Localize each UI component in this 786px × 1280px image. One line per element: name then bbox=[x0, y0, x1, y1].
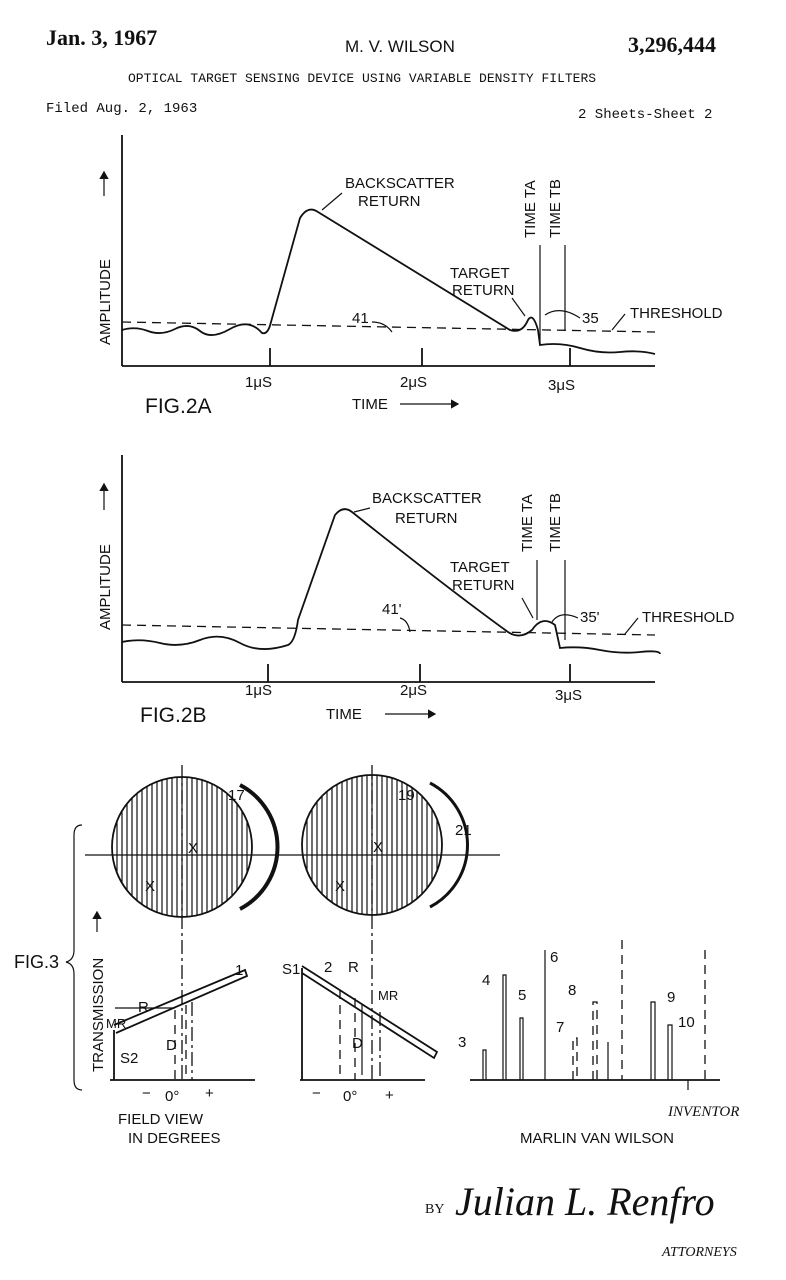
ref: 19 bbox=[398, 787, 415, 804]
axis-sign: + bbox=[385, 1087, 394, 1104]
backscatter: BACKSCATTER bbox=[372, 490, 482, 507]
fig-3: 17 19 21 X X X X FIG.3 TRANSMISSION 1 R … bbox=[14, 765, 720, 1147]
ref: 6 bbox=[550, 949, 558, 966]
filed: Filed Aug. 2, 1963 bbox=[46, 101, 197, 117]
time-a: TIME TA bbox=[522, 180, 539, 238]
x-axis-label: TIME bbox=[352, 396, 388, 413]
x-axis-label: TIME bbox=[326, 706, 362, 723]
backscatter: RETURN bbox=[395, 510, 458, 527]
axis-sign: + bbox=[205, 1085, 214, 1102]
backscatter: RETURN bbox=[358, 193, 421, 210]
y-axis-label: AMPLITUDE bbox=[97, 259, 114, 345]
axis-zero: 0° bbox=[165, 1088, 179, 1105]
sheet: 2 Sheets-Sheet 2 bbox=[578, 107, 712, 123]
dim: R bbox=[348, 959, 359, 976]
ref: 21 bbox=[455, 822, 472, 839]
ref-35: 35 bbox=[582, 310, 599, 327]
x-axis-label: IN DEGREES bbox=[128, 1130, 221, 1147]
fig-label: FIG.2B bbox=[140, 704, 207, 727]
y-axis-label: AMPLITUDE bbox=[97, 544, 114, 630]
tick: 3μS bbox=[555, 687, 582, 704]
threshold: THRESHOLD bbox=[630, 305, 723, 322]
ref-41: 41' bbox=[382, 601, 402, 618]
time-b: TIME TB bbox=[547, 179, 564, 238]
by: BY bbox=[425, 1202, 444, 1217]
dim: D bbox=[166, 1037, 177, 1054]
ref: 2 bbox=[324, 959, 332, 976]
mark: X bbox=[145, 878, 155, 895]
x-axis-label: FIELD VIEW bbox=[118, 1111, 204, 1128]
threshold: THRESHOLD bbox=[642, 609, 735, 626]
axis-sign: − bbox=[142, 1085, 151, 1102]
target: TARGET bbox=[450, 265, 510, 282]
dim: S2 bbox=[120, 1050, 138, 1067]
fig-2b: AMPLITUDE TIME TA TIME TB BACKSCATTER RE… bbox=[97, 455, 735, 727]
tick: 2μS bbox=[400, 374, 427, 391]
signature: Julian L. Renfro bbox=[455, 1179, 715, 1224]
dim: S1 bbox=[282, 961, 300, 978]
tick: 1μS bbox=[245, 374, 272, 391]
ref: 10 bbox=[678, 1014, 695, 1031]
ref: 4 bbox=[482, 972, 490, 989]
axis-sign: − bbox=[312, 1085, 321, 1102]
ref: 7 bbox=[556, 1019, 564, 1036]
tick: 3μS bbox=[548, 377, 575, 394]
ref: 9 bbox=[667, 989, 675, 1006]
ref: 1 bbox=[235, 962, 243, 979]
ref-35: 35' bbox=[580, 609, 600, 626]
attorneys: ATTORNEYS bbox=[661, 1245, 737, 1260]
target: TARGET bbox=[450, 559, 510, 576]
target: RETURN bbox=[452, 577, 515, 594]
tick: 2μS bbox=[400, 682, 427, 699]
dim: D bbox=[352, 1035, 363, 1052]
fig-label: FIG.2A bbox=[145, 395, 212, 418]
ref: 17 bbox=[228, 787, 245, 804]
time-a: TIME TA bbox=[519, 494, 536, 552]
backscatter: BACKSCATTER bbox=[345, 175, 455, 192]
ref-41: 41 bbox=[352, 310, 369, 327]
y-axis-label: TRANSMISSION bbox=[90, 958, 107, 1072]
ref: 8 bbox=[568, 982, 576, 999]
ref: 3 bbox=[458, 1034, 466, 1051]
dim: MR bbox=[378, 988, 398, 1003]
patent-title: OPTICAL TARGET SENSING DEVICE USING VARI… bbox=[128, 71, 596, 86]
inventor-label: INVENTOR bbox=[667, 1104, 739, 1120]
inventor: M. V. WILSON bbox=[345, 37, 455, 56]
fig-label: FIG.3 bbox=[14, 952, 59, 972]
tick: 1μS bbox=[245, 682, 272, 699]
time-b: TIME TB bbox=[547, 493, 564, 552]
mark: X bbox=[188, 840, 198, 857]
target: RETURN bbox=[452, 282, 515, 299]
mark: X bbox=[335, 878, 345, 895]
fig-2a: AMPLITUDE TIME TA TIME TB BACKSCATTER RE… bbox=[97, 135, 723, 418]
date: Jan. 3, 1967 bbox=[46, 25, 157, 50]
dim: MR bbox=[106, 1016, 126, 1031]
patent-number: 3,296,444 bbox=[628, 32, 716, 57]
mark: X bbox=[373, 839, 383, 856]
dim: R bbox=[138, 999, 149, 1016]
inventor-name: MARLIN VAN WILSON bbox=[520, 1130, 674, 1147]
ref: 5 bbox=[518, 987, 526, 1004]
axis-zero: 0° bbox=[343, 1088, 357, 1105]
